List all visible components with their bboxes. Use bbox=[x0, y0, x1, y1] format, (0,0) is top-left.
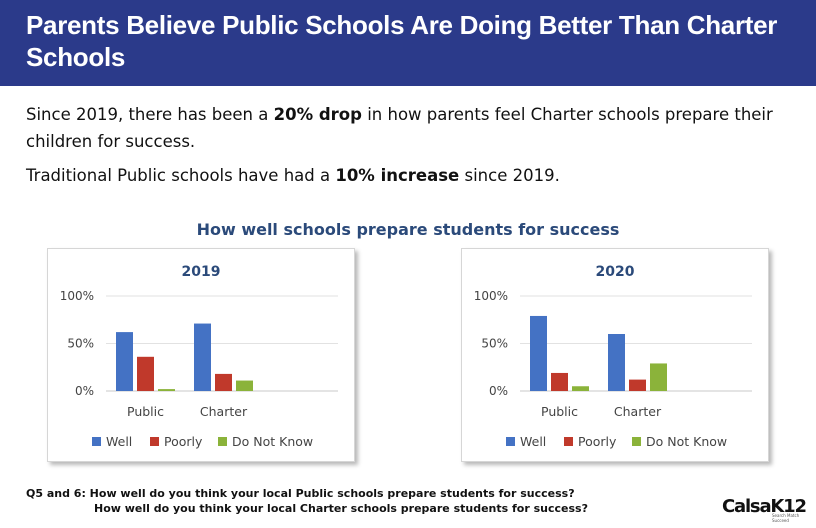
charts-overall-title: How well schools prepare students for su… bbox=[196, 220, 620, 239]
chart-2020-svg: 2020 0% 50% 100% Public Charter Well Poorly Do N… bbox=[474, 264, 752, 449]
legend-label-do-not-know: Do Not Know bbox=[646, 434, 727, 449]
y-tick-label: 50% bbox=[481, 337, 508, 351]
bar-charter-poorly bbox=[629, 379, 646, 391]
bar-charter-well bbox=[608, 334, 625, 391]
y-tick-label: 0% bbox=[489, 384, 508, 398]
legend-label-well: Well bbox=[106, 434, 132, 449]
y-tick-label: 100% bbox=[60, 289, 94, 303]
para1-text-start: Since 2019, there has been a bbox=[26, 105, 274, 124]
legend-swatch-do-not-know bbox=[632, 437, 641, 446]
bar-charter-well bbox=[194, 323, 211, 391]
bar-public-do-not-know bbox=[158, 389, 175, 391]
bar-charter-do-not-know bbox=[650, 363, 667, 391]
header-bar: Parents Believe Public Schools Are Doing… bbox=[0, 0, 816, 86]
legend-swatch-poorly bbox=[150, 437, 159, 446]
chart-2019-svg: 2019 0% 50% 100% Public Charter Well Poorly Do N… bbox=[60, 264, 338, 449]
y-tick-label: 100% bbox=[474, 289, 508, 303]
para2-text-end: since 2019. bbox=[459, 166, 560, 185]
summary-paragraph-1: Since 2019, there has been a 20% drop in… bbox=[26, 101, 786, 155]
legend-label-do-not-know: Do Not Know bbox=[232, 434, 313, 449]
y-tick-label: 50% bbox=[67, 337, 94, 351]
legend-swatch-do-not-know bbox=[218, 437, 227, 446]
chart-2020: 2020 0% 50% 100% Public Charter Well Poorly Do N… bbox=[461, 248, 769, 462]
legend-label-poorly: Poorly bbox=[164, 434, 203, 449]
x-tick-label: Public bbox=[541, 404, 578, 419]
bar-public-poorly bbox=[137, 356, 154, 391]
legend-swatch-well bbox=[92, 437, 101, 446]
para1-highlight: 20% drop bbox=[273, 105, 362, 124]
page-title: Parents Believe Public Schools Are Doing… bbox=[26, 10, 778, 72]
x-tick-label: Charter bbox=[200, 404, 248, 419]
bar-charter-do-not-know bbox=[236, 380, 253, 391]
summary-paragraph-2: Traditional Public schools have had a 10… bbox=[26, 162, 786, 189]
para1-text-end: in how parents feel Charter schools prep… bbox=[26, 105, 773, 151]
y-tick-label: 0% bbox=[75, 384, 94, 398]
logo: CalsaK12 Search Match Succeed bbox=[722, 496, 812, 524]
x-tick-label: Charter bbox=[614, 404, 662, 419]
logo-text: CalsaK12 bbox=[722, 496, 807, 517]
chart-title: 2019 bbox=[182, 264, 221, 280]
footnote-question-public: Q5 and 6: How well do you think your loc… bbox=[26, 487, 575, 500]
para2-text-start: Traditional Public schools have had a bbox=[26, 166, 336, 185]
legend-label-poorly: Poorly bbox=[578, 434, 617, 449]
legend-label-well: Well bbox=[520, 434, 546, 449]
bar-public-do-not-know bbox=[572, 386, 589, 391]
chart-title: 2020 bbox=[596, 264, 635, 280]
para2-highlight: 10% increase bbox=[335, 166, 460, 185]
chart-2019: 2019 0% 50% 100% Public Charter Well Poorly Do N… bbox=[47, 248, 355, 462]
bar-public-poorly bbox=[551, 372, 568, 391]
footnote-question-charter: How well do you think your local Charter… bbox=[94, 502, 588, 515]
bar-public-well bbox=[530, 315, 547, 391]
legend-swatch-poorly bbox=[564, 437, 573, 446]
x-tick-label: Public bbox=[127, 404, 164, 419]
logo-tagline: Search Match Succeed bbox=[772, 513, 800, 523]
legend-swatch-well bbox=[506, 437, 515, 446]
bar-public-well bbox=[116, 332, 133, 391]
bar-charter-poorly bbox=[215, 373, 232, 391]
